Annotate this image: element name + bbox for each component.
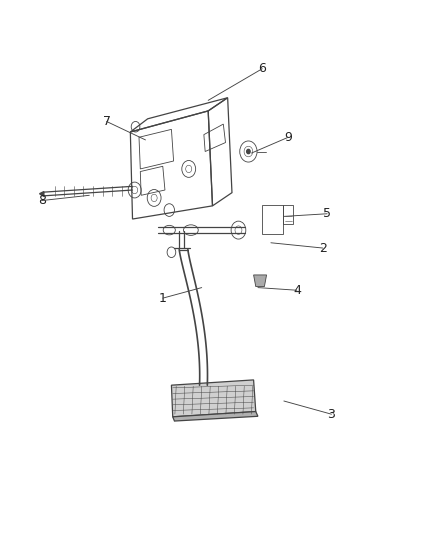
Text: 3: 3	[328, 408, 336, 421]
Text: 9: 9	[284, 131, 292, 144]
Text: 6: 6	[258, 62, 266, 75]
Text: 1: 1	[159, 292, 167, 305]
Text: 5: 5	[323, 207, 331, 220]
Polygon shape	[254, 275, 267, 287]
Polygon shape	[171, 380, 256, 417]
Text: 4: 4	[293, 284, 301, 297]
Text: 2: 2	[319, 241, 327, 255]
Polygon shape	[173, 411, 258, 421]
Polygon shape	[39, 191, 44, 196]
Text: 8: 8	[38, 194, 46, 207]
Text: 7: 7	[102, 115, 110, 128]
Circle shape	[247, 149, 250, 154]
